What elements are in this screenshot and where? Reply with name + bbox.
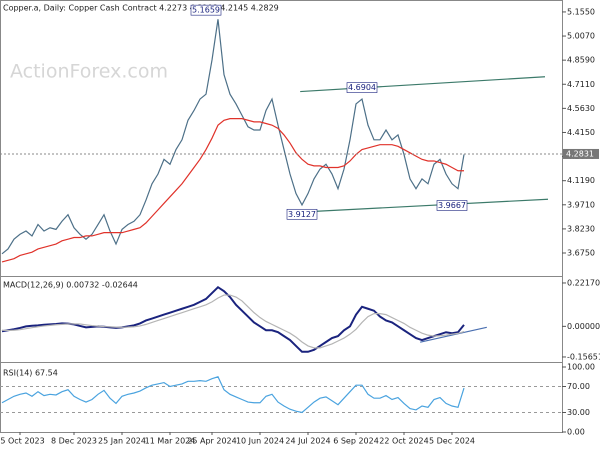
y-tick-label: -0.15651 (567, 352, 600, 361)
annotation-label: 3.9667 (438, 201, 466, 210)
series-line (1, 376, 465, 414)
x-tick-label: 25 Apr 2024 (187, 437, 236, 446)
current-price-label: 4.2831 (566, 149, 594, 158)
y-tick-label: 5.0070 (567, 32, 595, 41)
y-tick-label: 5.1550 (567, 7, 595, 16)
y-tick-label: 100.00 (567, 363, 595, 372)
y-tick-label: 3.6750 (567, 249, 595, 258)
annotation-box (436, 200, 468, 211)
panel-title: Copper.a, Daily: Copper Cash Contract 4.… (3, 4, 279, 13)
annotation-label: 3.9127 (288, 210, 316, 219)
x-tick-label: 25 Jan 2024 (98, 437, 146, 446)
y-tick-label: 4.8590 (567, 56, 595, 65)
y-tick-label: 70.00 (567, 382, 590, 391)
y-tick-label: 4.1190 (567, 176, 595, 185)
panel-title: MACD(12,26,9) 0.00732 -0.02644 (3, 281, 138, 290)
current-price-box (563, 148, 599, 159)
y-tick-label: 4.7110 (567, 80, 595, 89)
trendline (300, 76, 546, 93)
x-tick-label: 11 Mar 2024 (145, 437, 196, 446)
trendline (300, 198, 549, 213)
x-tick-label: 8 Dec 2023 (51, 437, 97, 446)
y-tick-label: 3.8230 (567, 224, 595, 233)
panel-title: RSI(14) 67.54 (3, 369, 58, 378)
x-tick-label: 22 Oct 2024 (379, 437, 428, 446)
annotation-box (346, 82, 378, 93)
x-tick-label: 5 Dec 2024 (429, 437, 475, 446)
watermark: ActionForex.com (10, 61, 168, 83)
y-tick-label: 0.22170 (567, 278, 600, 287)
x-tick-label: 25 Oct 2023 (0, 437, 45, 446)
y-tick-label: 0.00 (567, 428, 585, 437)
annotation-box (190, 4, 222, 16)
y-tick-label: 0.00000 (567, 322, 600, 331)
x-tick-label: 10 Jun 2024 (236, 437, 284, 446)
y-tick-label: 4.5630 (567, 104, 595, 113)
y-tick-label: 3.9710 (567, 200, 595, 209)
frame (0, 0, 563, 433)
series-line (1, 294, 465, 349)
y-tick-label: 4.4150 (567, 128, 595, 137)
series-line (1, 118, 464, 263)
annotation-label: 5.1659 (192, 6, 220, 15)
annotation-box (286, 208, 318, 220)
x-tick-label: 24 Jul 2024 (285, 437, 330, 446)
trendline (420, 326, 487, 343)
y-tick-label: 30.00 (567, 408, 590, 417)
series-line (1, 19, 465, 255)
series-line (1, 285, 465, 353)
x-tick-label: 6 Sep 2024 (333, 437, 379, 446)
annotation-label: 4.6904 (348, 83, 376, 92)
